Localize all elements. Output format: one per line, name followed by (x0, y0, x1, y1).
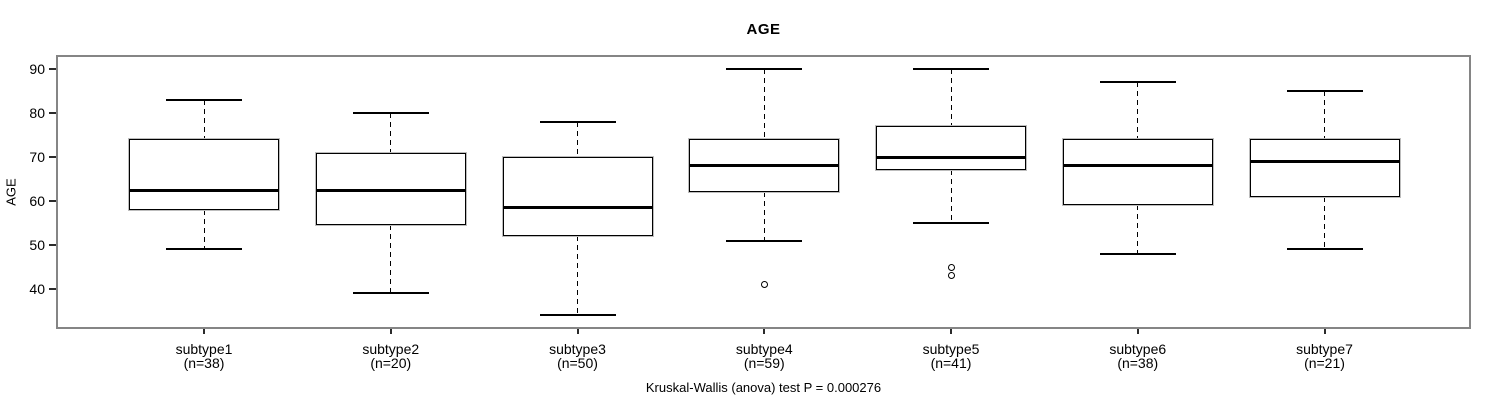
box (875, 125, 1027, 172)
whisker-lower (577, 236, 578, 316)
whisker-cap-upper (352, 112, 429, 114)
median-line (129, 188, 279, 192)
median-line (876, 155, 1026, 159)
box (501, 155, 654, 238)
x-tick (389, 329, 392, 334)
whisker-lower (390, 225, 392, 294)
group-name: subtype3 (549, 341, 606, 357)
box (128, 138, 280, 211)
group-name: subtype2 (362, 341, 420, 357)
whisker-cap-lower (913, 222, 989, 224)
median-line (1062, 164, 1213, 168)
whisker-upper (950, 69, 952, 127)
y-tick (49, 200, 56, 202)
whisker-upper (577, 121, 578, 157)
y-tick-label: 60 (29, 193, 45, 209)
whisker-cap-upper (1099, 81, 1176, 84)
whisker-upper (763, 69, 765, 140)
group-name: subtype5 (922, 341, 980, 357)
group-n: (n=59) (743, 354, 785, 371)
y-tick-label: 80 (29, 105, 45, 121)
y-tick (49, 288, 56, 290)
group-label: subtype7 (n=21) (1255, 341, 1395, 371)
y-tick-label: 40 (29, 281, 45, 297)
group-n: (n=21) (1304, 354, 1345, 371)
outlier-point (760, 281, 768, 289)
group-label: subtype2 (n=20) (321, 341, 461, 371)
x-tick (950, 329, 952, 334)
box (1248, 138, 1401, 198)
group-n: (n=50) (557, 354, 598, 371)
y-tick-label: 90 (29, 61, 45, 77)
group-name: subtype7 (1296, 341, 1353, 357)
group-n: (n=20) (370, 354, 412, 371)
x-tick (763, 329, 766, 334)
whisker-upper (203, 99, 205, 140)
y-tick-label: 70 (29, 149, 45, 165)
whisker-cap-lower (166, 248, 242, 251)
whisker-lower (203, 209, 205, 250)
median-line (689, 164, 840, 168)
whisker-lower (950, 170, 952, 223)
group-n: (n=38) (1117, 354, 1159, 371)
y-tick (49, 68, 56, 70)
whisker-cap-upper (913, 68, 989, 70)
whisker-cap-upper (726, 68, 803, 70)
whisker-upper (1324, 91, 1325, 140)
y-tick (49, 112, 56, 114)
x-tick (1136, 329, 1139, 334)
group-label: subtype4 (n=59) (694, 341, 834, 371)
whisker-cap-lower (352, 292, 429, 295)
y-tick-label: 50 (29, 237, 45, 253)
median-line (315, 188, 466, 192)
group-name: subtype6 (1109, 341, 1167, 357)
median-line (502, 206, 653, 210)
whisker-upper (390, 113, 392, 153)
whisker-lower (763, 192, 765, 241)
median-line (1249, 159, 1400, 163)
group-label: subtype5 (n=41) (881, 341, 1021, 371)
group-name: subtype1 (175, 341, 233, 357)
group-name: subtype4 (735, 341, 793, 357)
whisker-upper (1137, 82, 1139, 140)
y-tick (49, 244, 56, 246)
group-label: subtype1 (n=38) (134, 341, 274, 371)
chart-title: AGE (746, 21, 781, 38)
group-n: (n=38) (183, 354, 225, 371)
whisker-cap-upper (539, 120, 616, 123)
whisker-cap-upper (166, 98, 242, 101)
x-tick (1323, 329, 1326, 334)
group-label: subtype6 (n=38) (1068, 341, 1208, 371)
whisker-cap-lower (1286, 248, 1363, 251)
group-n: (n=41) (930, 354, 972, 371)
whisker-lower (1324, 196, 1325, 250)
group-label: subtype3 (n=50) (508, 341, 648, 371)
y-tick (49, 156, 56, 158)
x-tick (576, 329, 579, 334)
whisker-lower (1137, 205, 1139, 254)
whisker-cap-lower (1099, 252, 1176, 255)
kruskal-wallis-annotation: Kruskal-Wallis (anova) test P = 0.000276 (645, 380, 882, 395)
whisker-cap-upper (1286, 90, 1363, 92)
whisker-cap-lower (539, 314, 616, 317)
box (1061, 138, 1214, 207)
x-tick (203, 329, 205, 334)
outlier-point (947, 263, 955, 271)
whisker-cap-lower (726, 239, 803, 242)
outlier-point (947, 272, 955, 280)
